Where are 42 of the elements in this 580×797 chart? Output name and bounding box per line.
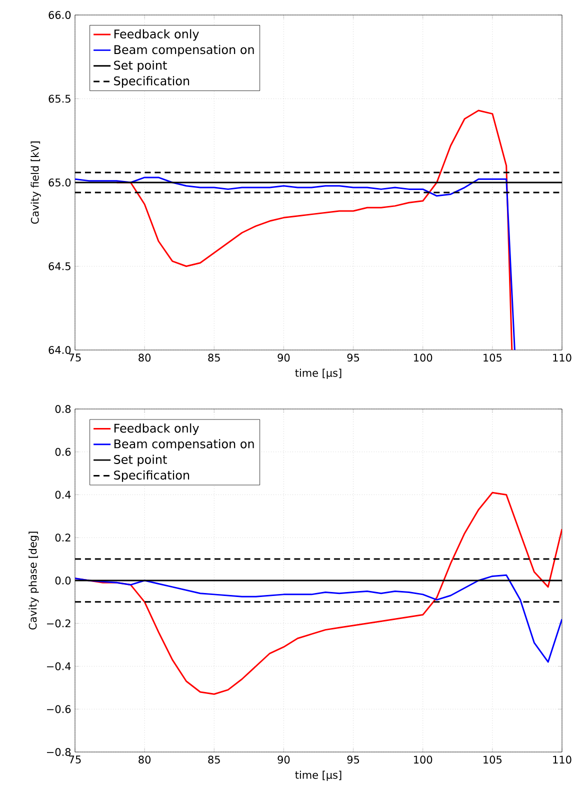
legend-label: Set point [114, 454, 167, 466]
x-axis-title: time [μs] [295, 368, 342, 379]
legend-label: Beam compensation on [114, 44, 254, 56]
x-tick-label: 85 [208, 354, 220, 362]
y-axis-title: Cavity phase [deg] [28, 532, 39, 630]
y-tick-label: 0.6 [55, 448, 71, 456]
x-tick-label: 105 [484, 756, 502, 764]
x-tick-label: 85 [208, 756, 220, 764]
y-tick-label: 0.4 [55, 490, 71, 499]
y-tick-label: 0.0 [55, 576, 71, 584]
legend-label: Set point [114, 60, 167, 72]
legend-label: Feedback only [114, 29, 199, 41]
y-tick-label: −0.4 [47, 662, 71, 670]
x-tick-label: 100 [414, 354, 432, 362]
y-tick-label: 64.0 [48, 346, 71, 354]
x-tick-label: 80 [138, 756, 151, 764]
y-tick-label: 65.0 [48, 178, 71, 186]
y-tick-label: 66.0 [48, 11, 71, 19]
legend-label: Specification [114, 76, 190, 88]
y-tick-label: −0.2 [47, 619, 70, 628]
x-tick-label: 90 [278, 354, 290, 362]
legend-label: Feedback only [114, 423, 199, 436]
x-tick-label: 80 [138, 354, 151, 362]
x-tick-label: 90 [278, 756, 290, 764]
x-tick-label: 105 [484, 354, 502, 362]
x-tick-label: 95 [347, 354, 360, 362]
legend-label: Specification [114, 470, 190, 482]
x-tick-label: 110 [553, 354, 572, 362]
x-axis-title: time [μs] [295, 770, 342, 781]
y-axis-title: Cavity field [kV] [30, 142, 41, 224]
y-tick-label: 65.5 [48, 94, 70, 103]
x-tick-label: 75 [69, 756, 81, 764]
y-tick-label: 64.5 [48, 262, 70, 270]
y-tick-label: 0.2 [55, 534, 70, 542]
x-tick-label: 110 [553, 756, 572, 764]
x-tick-label: 100 [414, 756, 432, 764]
x-tick-label: 95 [347, 756, 360, 764]
y-tick-label: −0.8 [47, 748, 71, 756]
y-tick-label: 0.8 [55, 405, 71, 413]
y-tick-label: −0.6 [47, 705, 71, 714]
legend-label: Beam compensation on [114, 439, 254, 451]
x-tick-label: 75 [69, 354, 81, 362]
